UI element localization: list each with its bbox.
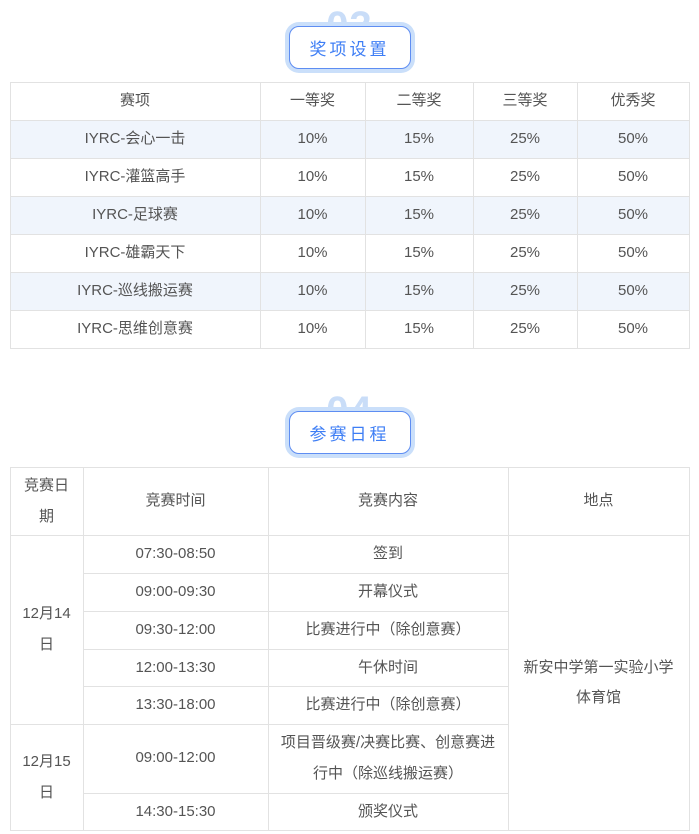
table-row: 12月14日 07:30-08:50 签到 新安中学第一实验小学体育馆 [9,535,690,832]
column-header-location: 地点 [507,466,690,537]
table-row: IYRC-足球赛 10% 15% 25% 50% [9,195,690,235]
content-cell: 颁奖仪式 [267,792,509,832]
table-row: IYRC-灌篮高手 10% 15% 25% 50% [9,157,690,197]
table-cell: 15% [364,271,474,311]
content-cell: 项目晋级赛/决赛比赛、创意赛进行中（除巡线搬运赛） [267,724,509,794]
time-cell: 07:30-08:50 [82,535,269,574]
table-cell: 15% [364,195,474,235]
table-cell: 25% [472,195,578,235]
table-row: 12:00-13:30 午休时间 [10,648,689,688]
table-cell: 25% [472,233,578,273]
table-cell: 15% [364,119,474,159]
content-cell: 午休时间 [267,648,509,688]
schedule-header-row: 竞赛日期 竞赛时间 竞赛内容 地点 [9,466,690,537]
table-row: IYRC-雄霸天下 10% 15% 25% 50% [9,233,690,273]
table-cell: 50% [576,195,690,235]
location-cell: 新安中学第一实验小学体育馆 [507,535,690,832]
table-cell: 25% [472,309,578,349]
section-title-schedule: 参赛日程 [309,424,390,444]
table-row: 09:30-12:00 比赛进行中（除创意赛） [10,610,689,650]
table-cell: 50% [576,271,690,311]
column-header-time: 竞赛时间 [82,466,269,537]
table-cell: 15% [364,309,474,349]
column-header-excellence-prize: 优秀奖 [576,82,690,121]
column-header-second-prize: 二等奖 [364,82,474,121]
column-header-content: 竞赛内容 [267,466,509,537]
section-header-schedule: 04 参赛日程 [0,391,699,454]
content-cell: 比赛进行中（除创意赛） [267,686,509,725]
table-row: IYRC-思维创意赛 10% 15% 25% 50% [9,309,690,349]
section-title-badge-awards: 奖项设置 [288,26,411,69]
section-header-awards: 03 奖项设置 [0,6,699,69]
table-cell: 25% [472,157,578,197]
table-row: 14:30-15:30 颁奖仪式 [10,792,689,832]
event-name-cell: IYRC-灌篮高手 [9,157,261,197]
event-name-cell: IYRC-足球赛 [9,195,261,235]
content-cell: 签到 [267,535,509,574]
table-cell: 50% [576,157,690,197]
column-header-event: 赛项 [9,82,261,121]
column-header-first-prize: 一等奖 [259,82,366,121]
table-row: 09:00-09:30 开幕仪式 [10,573,689,612]
table-cell: 10% [259,233,366,273]
column-header-third-prize: 三等奖 [472,82,578,121]
table-cell: 25% [472,271,578,311]
column-header-date: 竞赛日期 [9,466,84,537]
table-cell: 10% [259,119,366,159]
table-cell: 10% [259,157,366,197]
section-title-awards: 奖项设置 [309,40,390,59]
time-cell: 09:00-09:30 [82,573,269,612]
event-name-cell: IYRC-雄霸天下 [9,233,261,273]
table-cell: 15% [364,233,474,273]
table-row: 12月15日 09:00-12:00 项目晋级赛/决赛比赛、创意赛进行中（除巡线… [9,723,689,832]
content-cell: 开幕仪式 [267,573,509,612]
date-cell: 12月14日 [9,535,84,725]
table-row: IYRC-巡线搬运赛 10% 15% 25% 50% [9,271,690,311]
event-name-cell: IYRC-巡线搬运赛 [9,271,261,311]
time-cell: 09:00-12:00 [82,724,269,794]
table-cell: 10% [259,271,366,311]
table-cell: 10% [259,309,366,349]
awards-table: 赛项 一等奖 二等奖 三等奖 优秀奖 IYRC-会心一击 10% 15% 25%… [9,82,690,349]
table-row: IYRC-会心一击 10% 15% 25% 50% [9,119,690,159]
content-cell: 比赛进行中（除创意赛） [267,610,509,650]
event-name-cell: IYRC-会心一击 [9,119,261,159]
table-cell: 10% [259,195,366,235]
event-name-cell: IYRC-思维创意赛 [9,309,261,349]
table-cell: 25% [472,119,578,159]
time-cell: 14:30-15:30 [82,792,269,832]
table-cell: 50% [576,233,690,273]
table-cell: 15% [364,157,474,197]
section-title-badge-schedule: 参赛日程 [288,410,411,454]
time-cell: 13:30-18:00 [82,686,269,725]
date-cell: 12月15日 [9,723,84,832]
table-row: 13:30-18:00 比赛进行中（除创意赛） [10,686,689,725]
awards-header-row: 赛项 一等奖 二等奖 三等奖 优秀奖 [9,82,690,121]
schedule-table: 竞赛日期 竞赛时间 竞赛内容 地点 12月14日 07:30-08:50 签到 … [9,466,690,832]
table-cell: 50% [576,309,690,349]
time-cell: 09:30-12:00 [82,610,269,650]
table-cell: 50% [576,119,690,159]
section-awards: 03 奖项设置 赛项 一等奖 二等奖 三等奖 优秀奖 IYRC-会心一击 10%… [0,6,699,349]
time-cell: 12:00-13:30 [82,648,269,688]
section-schedule: 04 参赛日程 竞赛日期 竞赛时间 竞赛内容 地点 12月14日 07:30-0… [0,391,699,832]
